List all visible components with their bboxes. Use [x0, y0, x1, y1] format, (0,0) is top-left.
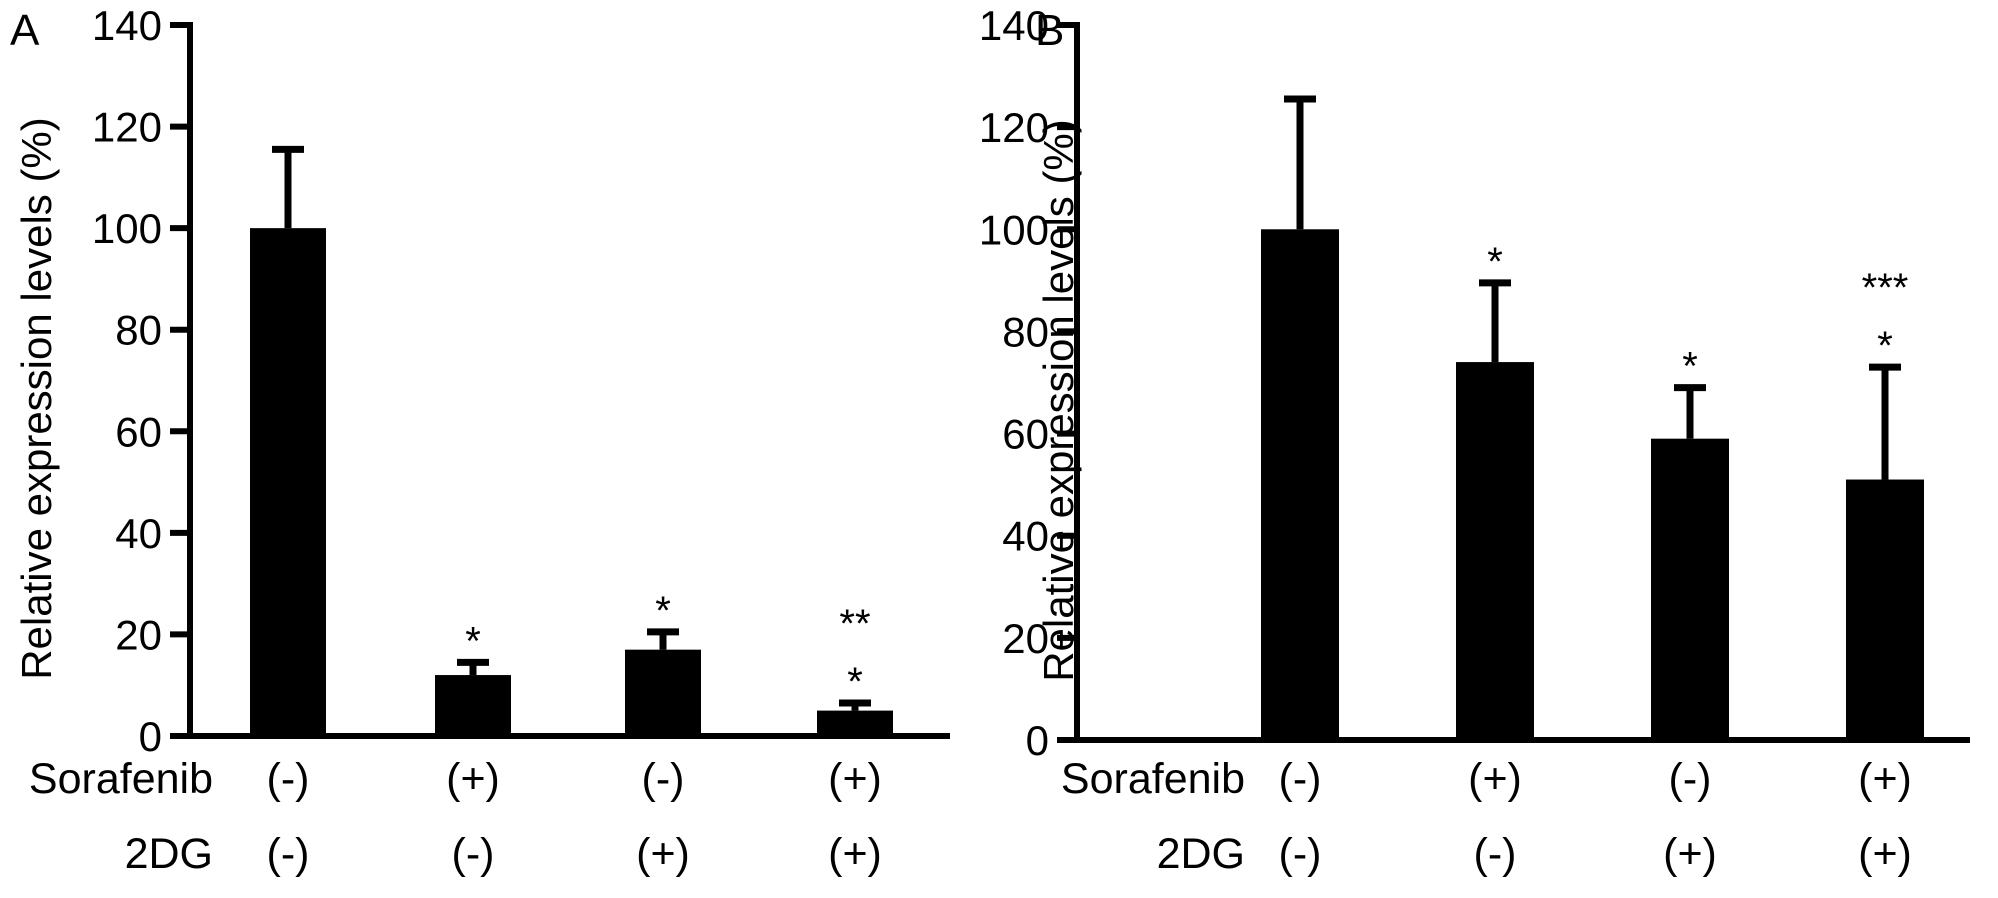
bar [250, 228, 326, 736]
significance-marker: * [655, 589, 671, 633]
y-tick-label: 120 [92, 104, 162, 151]
y-tick-label: 100 [979, 206, 1049, 253]
y-tick-label: 40 [1002, 513, 1049, 560]
condition-value: (+) [636, 830, 690, 878]
bar [817, 710, 893, 736]
condition-value: (-) [267, 755, 310, 803]
y-tick-label: 20 [115, 611, 162, 658]
y-tick-label: 60 [1002, 411, 1049, 458]
condition-value: (-) [267, 830, 310, 878]
condition-value: (+) [1663, 830, 1717, 878]
condition-row-label: Sorafenib [29, 755, 213, 803]
significance-marker: ** [839, 602, 870, 646]
condition-value: (+) [446, 755, 500, 803]
significance-marker: * [847, 660, 863, 704]
condition-value: (+) [1858, 830, 1912, 878]
y-tick-label: 60 [115, 408, 162, 455]
y-tick-label: 100 [92, 205, 162, 252]
panel-letter: B [1035, 6, 1064, 55]
condition-row-label: Sorafenib [1061, 755, 1245, 803]
condition-row-label: 2DG [125, 830, 213, 878]
condition-value: (-) [1474, 830, 1517, 878]
panel-letter: A [10, 6, 40, 55]
significance-marker: *** [1862, 266, 1909, 310]
y-tick-label: 0 [1026, 717, 1049, 764]
condition-value: (+) [828, 830, 882, 878]
condition-value: (+) [1468, 755, 1522, 803]
condition-value: (+) [1858, 755, 1912, 803]
y-axis-title: Relative expression levels (%) [1035, 119, 1082, 682]
y-tick-label: 0 [139, 713, 162, 760]
significance-marker: * [1682, 345, 1698, 389]
condition-value: (-) [452, 830, 495, 878]
significance-marker: * [465, 619, 481, 663]
condition-row-label: 2DG [1157, 830, 1245, 878]
y-tick-label: 80 [115, 307, 162, 354]
condition-value: (-) [642, 755, 685, 803]
significance-marker: * [1487, 240, 1503, 284]
condition-value: (+) [828, 755, 882, 803]
bar [625, 649, 701, 736]
y-tick-label: 20 [1002, 615, 1049, 662]
bar [1651, 438, 1729, 740]
y-tick-label: 140 [979, 2, 1049, 49]
bar [1261, 229, 1339, 741]
bar [1456, 362, 1534, 740]
significance-marker: * [1877, 324, 1893, 368]
condition-value: (-) [1279, 755, 1322, 803]
y-tick-label: 40 [115, 510, 162, 557]
condition-value: (-) [1279, 830, 1322, 878]
bar [435, 675, 511, 736]
y-tick-label: 120 [979, 104, 1049, 151]
condition-value: (-) [1669, 755, 1712, 803]
y-tick-label: 80 [1002, 308, 1049, 355]
y-axis-title: Relative expression levels (%) [13, 117, 60, 680]
y-tick-label: 140 [92, 2, 162, 49]
bar [1846, 479, 1924, 740]
